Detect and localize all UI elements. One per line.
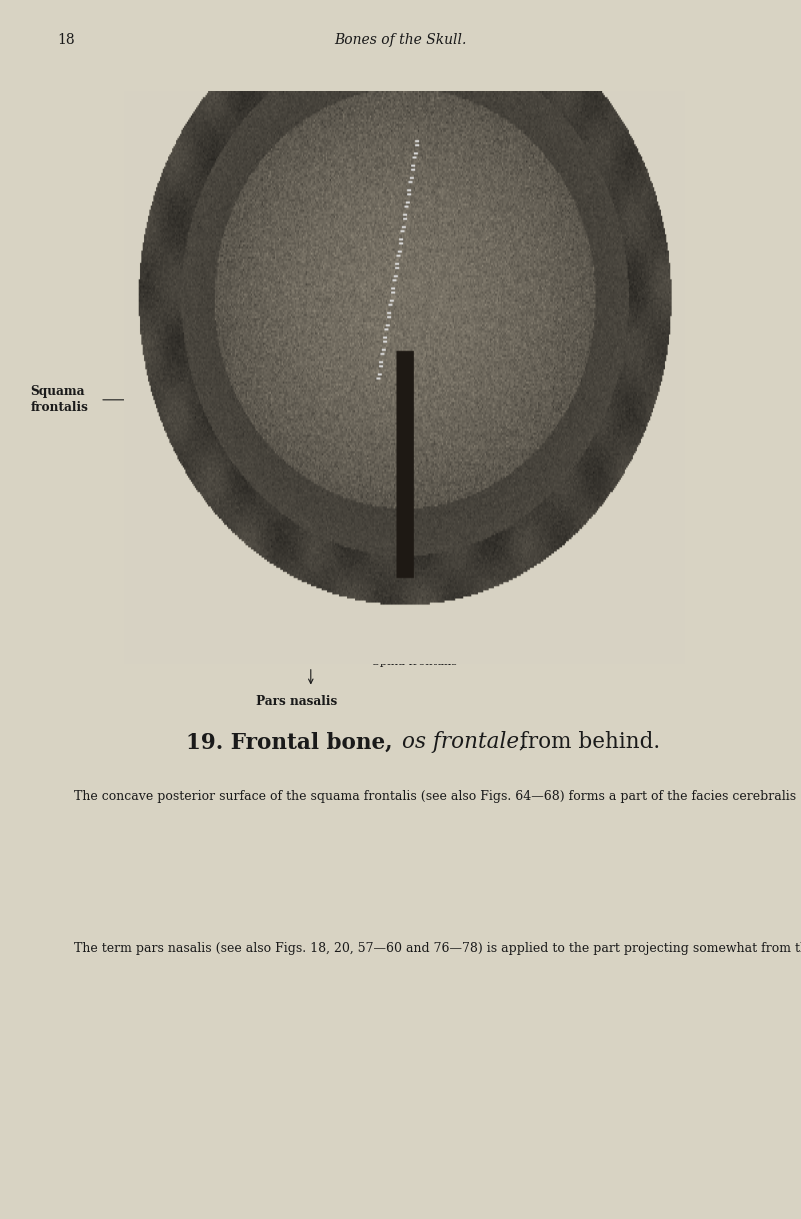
- Text: Pars orbitalis: Pars orbitalis: [199, 647, 290, 659]
- Text: Facies cerebralis: Facies cerebralis: [502, 165, 601, 174]
- Text: Pars nasalis: Pars nasalis: [256, 695, 337, 708]
- Text: os frontale,: os frontale,: [402, 731, 526, 753]
- Text: 18: 18: [58, 33, 75, 46]
- Text: Foramen caecum: Foramen caecum: [453, 634, 553, 644]
- Text: The term pars nasalis (see also Figs. 18, 20, 57—60 and 76—78) is applied to the: The term pars nasalis (see also Figs. 18…: [58, 942, 801, 956]
- Text: 19. Frontal bone,: 19. Frontal bone,: [187, 731, 400, 753]
- Text: The concave posterior surface of the squama frontalis (see also Figs. 64—68) for: The concave posterior surface of the squ…: [58, 790, 801, 803]
- Text: Sulcus sagittalis: Sulcus sagittalis: [502, 139, 597, 149]
- Text: from behind.: from behind.: [513, 731, 660, 753]
- Text: Processus zygomaticus: Processus zygomaticus: [543, 634, 677, 644]
- Text: Crista frontalis: Crista frontalis: [453, 612, 540, 622]
- Text: Squama
frontalis: Squama frontalis: [30, 385, 88, 414]
- Text: Bones of the Skull.: Bones of the Skull.: [334, 33, 467, 46]
- Text: Spina frontalis: Spina frontalis: [372, 657, 457, 667]
